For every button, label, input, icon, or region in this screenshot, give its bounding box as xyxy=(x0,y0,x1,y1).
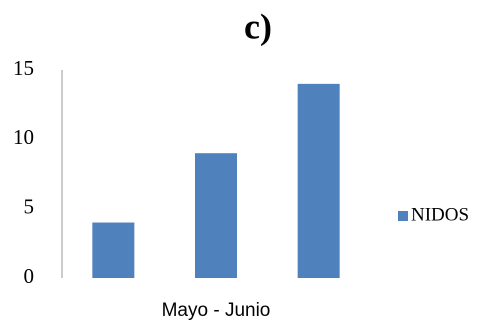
bar xyxy=(297,83,340,278)
y-tick-label: 15 xyxy=(13,56,34,80)
bar xyxy=(195,153,237,278)
bar xyxy=(92,222,135,278)
y-tick-label: 0 xyxy=(24,264,35,288)
legend-swatch xyxy=(398,211,408,221)
chart-title: c) xyxy=(244,6,272,46)
y-tick-label: 5 xyxy=(24,194,35,218)
legend-label: NIDOS xyxy=(411,204,469,225)
x-axis-label: Mayo - Junio xyxy=(162,300,271,321)
y-tick-label: 10 xyxy=(13,125,34,149)
